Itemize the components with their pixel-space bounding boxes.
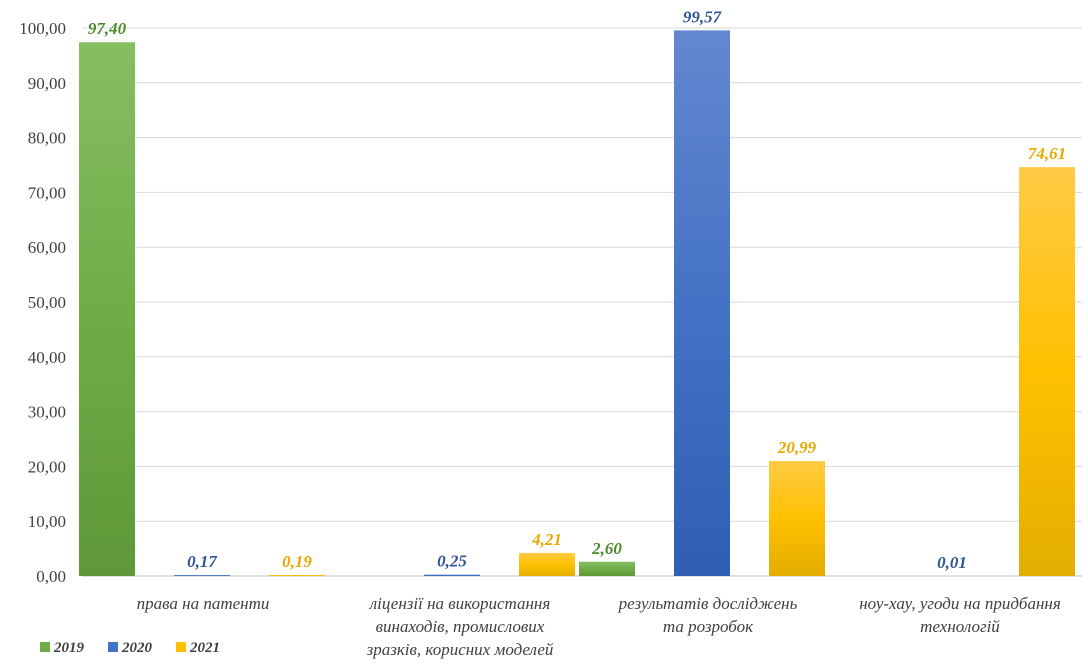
legend-label-2021: 2021 <box>189 640 220 656</box>
data-label-2020: 0,25 <box>437 552 467 571</box>
category-label: та розробок <box>663 617 754 636</box>
bar-2020 <box>174 575 230 576</box>
category-label: ліцензії на використання <box>369 594 551 613</box>
data-label-2020: 99,57 <box>683 7 723 26</box>
bar-2019 <box>579 561 635 576</box>
data-label-2021: 20,99 <box>777 438 817 457</box>
legend-swatch-2019 <box>40 642 50 652</box>
y-tick-label: 90,00 <box>28 74 66 93</box>
y-tick-label: 30,00 <box>28 403 66 422</box>
bar-2020 <box>424 574 480 576</box>
category-label: результатів досліджень <box>618 594 798 613</box>
y-tick-label: 100,00 <box>19 19 66 38</box>
legend-label-2019: 2019 <box>53 640 85 656</box>
y-tick-label: 40,00 <box>28 348 66 367</box>
legend-label-2020: 2020 <box>121 640 153 656</box>
legend-swatch-2021 <box>176 642 186 652</box>
bar-2021 <box>1019 167 1075 576</box>
bar-2021 <box>269 574 325 576</box>
data-label-2021: 0,19 <box>282 552 312 571</box>
y-tick-label: 50,00 <box>28 293 66 312</box>
y-tick-label: 60,00 <box>28 238 66 257</box>
category-label: ноу-хау, угоди на придбання <box>859 594 1061 613</box>
bar-2020 <box>674 30 730 577</box>
y-tick-label: 70,00 <box>28 183 66 202</box>
data-label-2021: 4,21 <box>531 530 562 549</box>
category-label: зразків, корисних моделей <box>366 640 554 659</box>
category-label: технологій <box>920 617 1000 636</box>
bar-2021 <box>519 552 575 576</box>
legend-swatch-2020 <box>108 642 118 652</box>
y-tick-label: 20,00 <box>28 457 66 476</box>
data-label-2020: 0,17 <box>187 552 218 571</box>
category-label: винаходів, промислових <box>376 617 545 636</box>
y-tick-label: 10,00 <box>28 512 66 531</box>
y-tick-label: 0,00 <box>36 567 66 586</box>
bar-2019 <box>79 42 135 577</box>
bar-2021 <box>769 460 825 576</box>
y-tick-label: 80,00 <box>28 129 66 148</box>
category-label: права на патенти <box>137 594 270 613</box>
data-label-2020: 0,01 <box>937 553 967 572</box>
data-label-2019: 2,60 <box>591 539 622 558</box>
data-label-2021: 74,61 <box>1028 144 1066 163</box>
data-label-2019: 97,40 <box>88 19 127 38</box>
